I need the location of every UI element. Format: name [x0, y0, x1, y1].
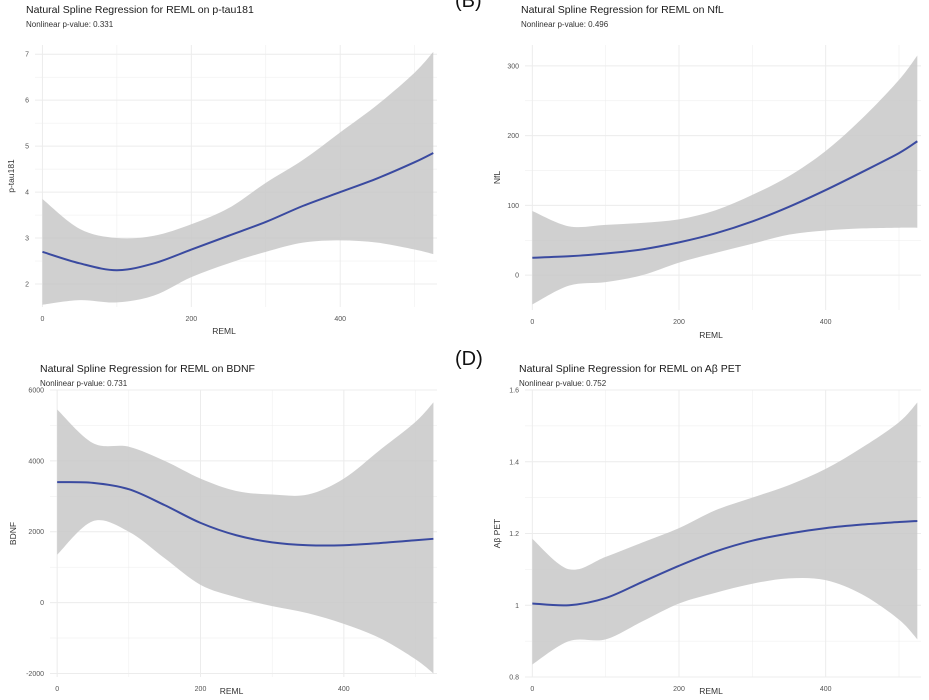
chart-d-x-tick-label: 400	[820, 686, 832, 693]
chart-a-x-axis-label: REML	[212, 326, 236, 336]
chart-d-y-tick-label: 1	[515, 603, 519, 610]
chart-d-x-tick-label: 200	[673, 686, 685, 693]
chart-b-y-tick-label: 0	[515, 273, 519, 280]
chart-b-spline-line	[532, 140, 918, 259]
chart-a-y-tick-label: 4	[25, 190, 29, 197]
chart-a-y-tick-label: 3	[25, 236, 29, 243]
chart-a-y-tick-label: 6	[25, 98, 29, 105]
chart-c-subtitle: Nonlinear p-value: 0.731	[40, 379, 128, 388]
chart-b-x-tick-label: 400	[820, 319, 832, 326]
chart-d-x-tick-label: 0	[530, 686, 534, 693]
chart-d-x-axis-label: REML	[699, 686, 723, 696]
chart-a-y-axis-label: p-tau181	[6, 159, 16, 193]
chart-b-confidence-band	[532, 55, 918, 305]
chart-b-x-axis-label: REML	[699, 330, 723, 340]
chart-a-confidence-band	[42, 51, 434, 305]
chart-a-x-tick-label: 400	[334, 316, 346, 323]
chart-d-confidence-band	[532, 402, 918, 665]
chart-d-subtitle: Nonlinear p-value: 0.752	[519, 379, 607, 388]
chart-d-spline-line	[532, 519, 918, 607]
chart-c-y-tick-label: 4000	[28, 458, 44, 465]
chart-c-x-tick-label: 400	[338, 686, 350, 693]
chart-c-y-tick-label: 0	[40, 600, 44, 607]
chart-a-x-tick-label: 200	[185, 316, 197, 323]
chart-c-title: Natural Spline Regression for REML on BD…	[40, 363, 255, 375]
chart-d-y-tick-label: 1.6	[509, 388, 519, 395]
chart-b-y-axis-label: NfL	[492, 171, 502, 185]
chart-b-x-tick-label: 0	[530, 319, 534, 326]
chart-a-y-tick-label: 7	[25, 52, 29, 59]
chart-b-subtitle: Nonlinear p-value: 0.496	[521, 20, 609, 29]
chart-c-x-tick-label: 0	[55, 686, 59, 693]
chart-b-y-tick-label: 200	[507, 133, 519, 140]
chart-a-x-tick-label: 0	[40, 316, 44, 323]
panel-letter-b: (B)	[455, 0, 482, 12]
chart-a-y-tick-label: 2	[25, 282, 29, 289]
chart-d-y-axis-label: Aβ PET	[492, 519, 502, 548]
chart-c-y-tick-label: 2000	[28, 529, 44, 536]
chart-a-title: Natural Spline Regression for REML on p-…	[26, 4, 254, 16]
chart-b-title: Natural Spline Regression for REML on Nf…	[521, 4, 724, 16]
chart-b-y-tick-label: 100	[507, 203, 519, 210]
chart-c-y-tick-label: -2000	[26, 671, 44, 678]
chart-b-y-tick-label: 300	[507, 63, 519, 70]
chart-c-spline-line	[57, 481, 434, 547]
chart-d-y-tick-label: 1.4	[509, 459, 519, 466]
chart-a-spline-line	[42, 152, 434, 272]
chart-a-y-tick-label: 5	[25, 144, 29, 151]
chart-c-x-axis-label: REML	[220, 686, 244, 696]
chart-b-x-tick-label: 200	[673, 319, 685, 326]
chart-c-y-axis-label: BDNF	[8, 522, 18, 545]
chart-d-y-tick-label: 0.8	[509, 675, 519, 682]
chart-d-y-tick-label: 1.2	[509, 531, 519, 538]
chart-c-x-tick-label: 200	[195, 686, 207, 693]
panel-letter-d: (D)	[455, 348, 483, 370]
chart-d-title: Natural Spline Regression for REML on Aβ…	[519, 363, 742, 375]
chart-a-subtitle: Nonlinear p-value: 0.331	[26, 20, 114, 29]
chart-c-y-tick-label: 6000	[28, 388, 44, 395]
